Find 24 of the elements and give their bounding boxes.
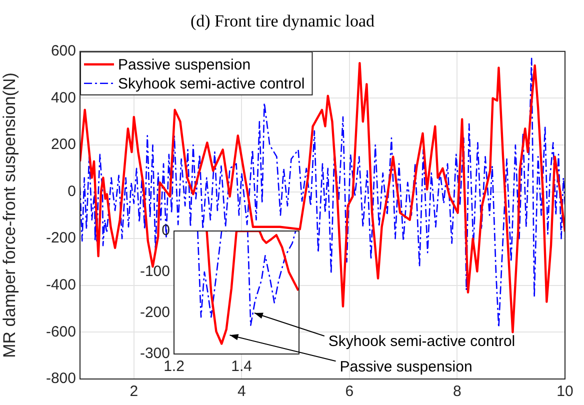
y-tick-label: 600	[50, 42, 76, 60]
legend-label: Skyhook semi-active control	[118, 76, 305, 93]
x-tick-label: 6	[345, 383, 354, 400]
y-tick-label: -200	[140, 304, 170, 322]
x-tick-label: 4	[237, 383, 246, 400]
y-tick-label: 400	[50, 89, 76, 106]
y-tick-label: -100	[140, 263, 170, 280]
x-tick-label: 1.4	[231, 358, 252, 376]
legend-label: Passive suspension	[118, 56, 251, 74]
y-tick-label: -400	[46, 276, 76, 294]
x-tick-label: 1.2	[164, 358, 184, 376]
line-series	[197, 231, 296, 326]
annotation: Skyhook semi-active control	[328, 333, 516, 350]
y-tick-label: 0	[68, 182, 76, 200]
y-axis-title: MR damper force-front suspension(N)	[0, 72, 19, 358]
chart-title: (d) Front tire dynamic load	[190, 12, 376, 31]
y-tick-label: 200	[50, 136, 76, 154]
y-tick-label: -600	[46, 323, 76, 340]
x-tick-label: 8	[453, 383, 462, 400]
annotation: Passive suspension	[340, 358, 472, 376]
y-tick-label: -800	[46, 370, 76, 388]
x-tick-label: 2	[130, 383, 138, 400]
x-tick-label: 10	[556, 383, 574, 400]
y-tick-label: -200	[46, 230, 76, 247]
